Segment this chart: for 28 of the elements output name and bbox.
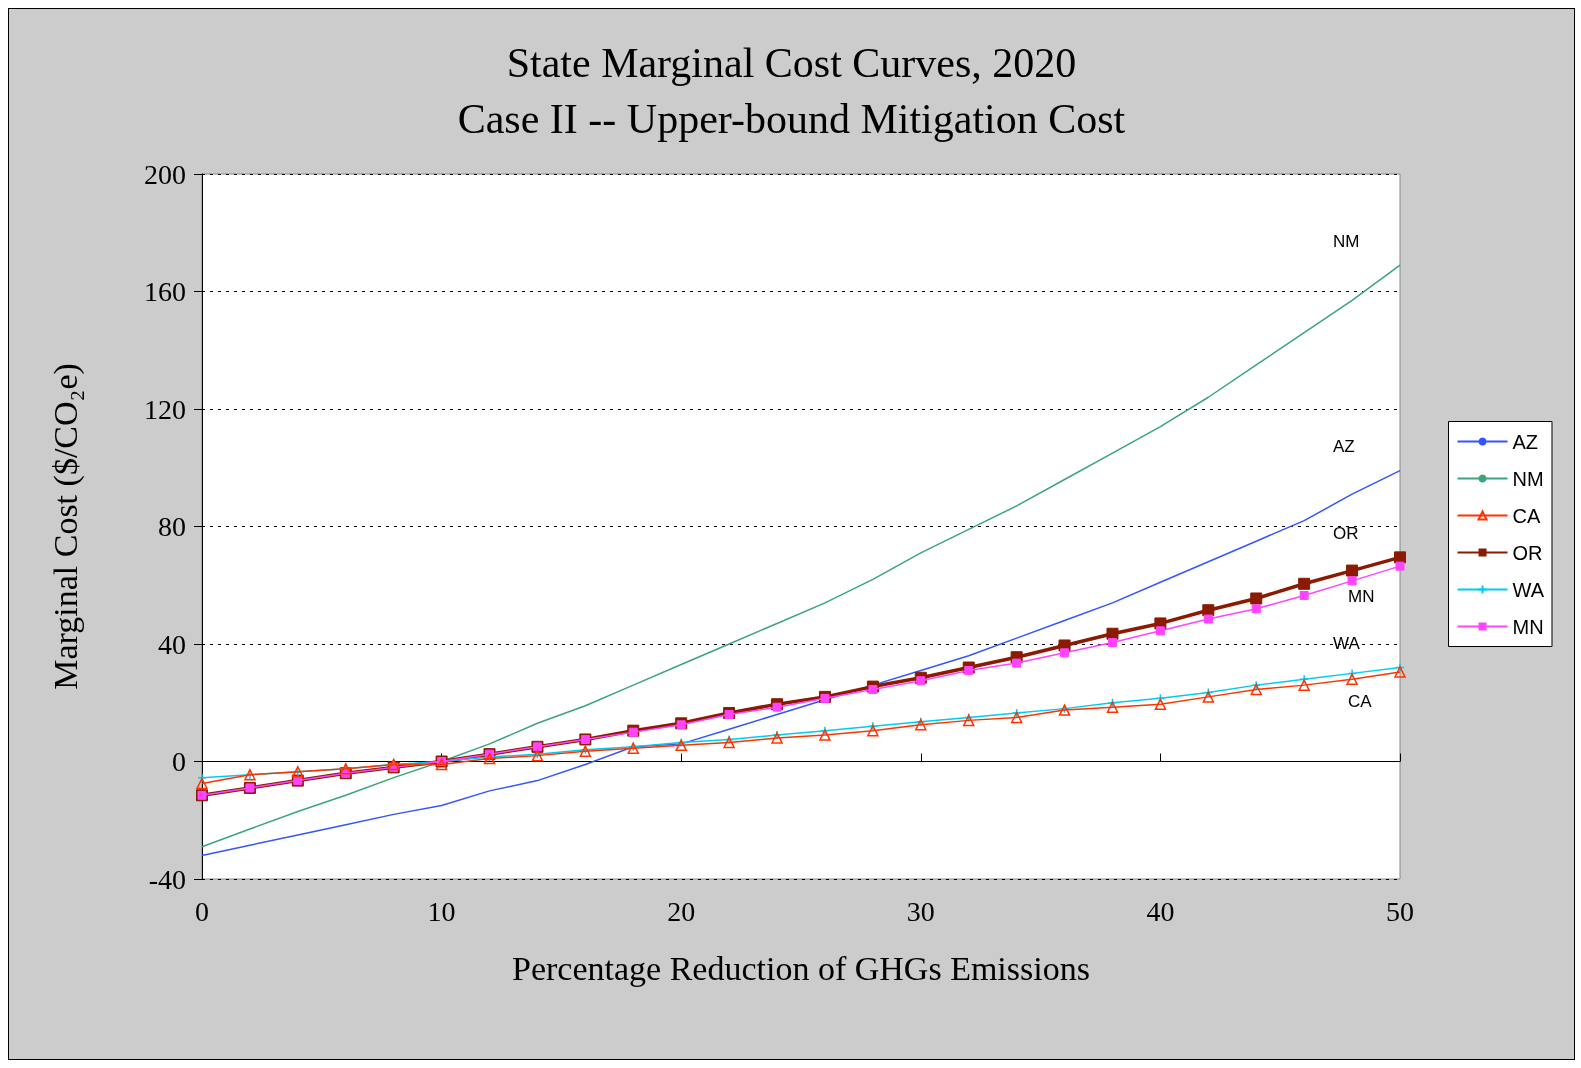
chart-title: State Marginal Cost Curves, 2020 — [506, 40, 1077, 86]
y-tick-label: 80 — [158, 511, 186, 542]
x-tick-label: 40 — [1146, 895, 1175, 927]
legend-label: WA — [1512, 578, 1545, 601]
legend-label: AZ — [1512, 430, 1539, 453]
y-axis-title: Marginal Cost ($/CO₂e) — [46, 363, 85, 690]
y-tick-label: 200 — [144, 158, 186, 190]
y-tick-label: 120 — [144, 393, 186, 425]
x-axis-title: Percentage Reduction of GHGs Emissions — [512, 949, 1090, 987]
x-tick-label: 50 — [1386, 895, 1414, 927]
y-tick-label: 40 — [158, 628, 186, 660]
y-tick-label: -40 — [148, 863, 186, 895]
legend-label: CA — [1512, 504, 1541, 527]
y-tick-label: 160 — [144, 276, 186, 307]
text: OR — [1333, 523, 1359, 543]
legend-label: MN — [1512, 615, 1544, 638]
legend-label: NM — [1512, 467, 1544, 490]
text: AZ — [1333, 437, 1355, 457]
text: MN — [1348, 586, 1375, 606]
text: NM — [1333, 231, 1360, 251]
y-tick-label: 0 — [172, 746, 186, 777]
legend-label: OR — [1512, 541, 1543, 564]
x-tick-label: 20 — [667, 895, 696, 927]
x-tick-label: 0 — [195, 895, 209, 927]
text: CA — [1348, 692, 1372, 712]
chart-subtitle: Case II -- Upper-bound Mitigation Cost — [457, 96, 1126, 142]
x-tick-label: 30 — [906, 895, 935, 927]
x-tick-label: 10 — [427, 895, 456, 927]
